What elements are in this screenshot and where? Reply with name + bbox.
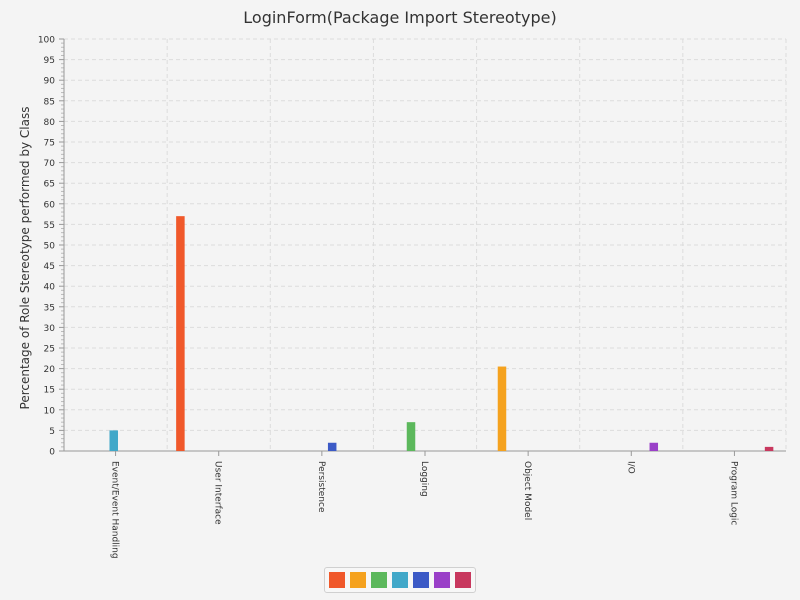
y-tick-label: 100	[38, 36, 55, 46]
y-tick-label: 30	[44, 324, 56, 334]
y-tick-label: 0	[49, 448, 55, 458]
legend-swatch[interactable]	[392, 572, 408, 588]
y-axis-label: Percentage of Role Stereotype performed …	[18, 107, 32, 410]
legend-swatch[interactable]	[455, 572, 471, 588]
y-tick-label: 15	[44, 386, 55, 396]
x-tick-label: Event/Event Handling	[110, 461, 120, 559]
y-tick-label: 70	[44, 159, 56, 169]
y-tick-label: 90	[44, 77, 56, 87]
y-tick-label: 55	[44, 221, 55, 231]
y-tick-label: 60	[44, 200, 56, 210]
legend-swatch[interactable]	[350, 572, 366, 588]
y-tick-label: 65	[44, 180, 55, 190]
y-tick-label: 95	[44, 56, 55, 66]
x-tick-label: Program Logic	[728, 461, 738, 525]
bar[interactable]	[176, 216, 185, 451]
bar[interactable]	[406, 422, 416, 451]
y-tick-label: 25	[44, 345, 55, 355]
chart-title: LoginForm(Package Import Stereotype)	[243, 8, 557, 27]
y-tick-label: 50	[44, 242, 56, 252]
y-tick-label: 85	[44, 97, 55, 107]
x-tick-label: User Interface	[213, 461, 223, 525]
bars	[109, 216, 774, 451]
y-tick-label: 80	[44, 118, 56, 128]
x-tick-label: Object Model	[522, 461, 532, 520]
legend-swatch[interactable]	[371, 572, 387, 588]
bar[interactable]	[327, 442, 337, 451]
bar[interactable]	[109, 430, 118, 451]
legend-swatch[interactable]	[329, 572, 345, 588]
bar[interactable]	[649, 442, 659, 451]
y-tick-label: 45	[44, 262, 55, 272]
y-tick-label: 10	[44, 406, 56, 416]
y-tick-label: 75	[44, 139, 55, 149]
y-tick-label: 20	[44, 365, 56, 375]
y-tick-label: 35	[44, 303, 55, 313]
legend-swatch[interactable]	[434, 572, 450, 588]
bar[interactable]	[764, 446, 774, 451]
axes: 0 5 10 15 20 25 30 35 40 45 50 55 60 65 70 75 80 85 90 95 10…	[38, 36, 786, 559]
y-tick-label: 5	[49, 427, 55, 437]
legend-swatch[interactable]	[413, 572, 429, 588]
gridlines	[64, 38, 787, 451]
x-tick-label: Persistence	[316, 461, 326, 513]
y-tick-label: 40	[44, 283, 56, 293]
x-tick-label: I/O	[625, 461, 635, 474]
legend	[324, 567, 476, 593]
bar[interactable]	[497, 366, 507, 451]
x-tick-label: Logging	[419, 461, 429, 497]
